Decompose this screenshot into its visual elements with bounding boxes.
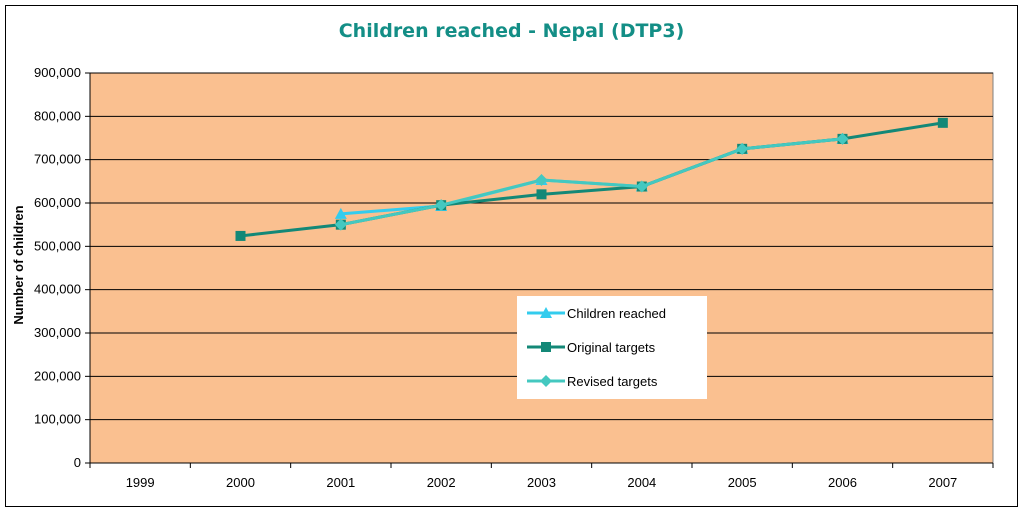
y-tick-label: 200,000 (34, 368, 81, 383)
y-axis-label: Number of children (11, 205, 26, 324)
x-tick-label: 2004 (627, 475, 656, 490)
series-revised-targets (334, 132, 849, 231)
axes (89, 73, 993, 464)
y-tick-label: 100,000 (34, 412, 81, 427)
legend: Children reached Original targets Revised … (517, 296, 707, 399)
series-line (340, 137, 843, 227)
y-tick-label: 400,000 (34, 282, 81, 297)
legend-label: Children reached (567, 306, 666, 321)
data-point (334, 207, 347, 219)
data-point (435, 199, 448, 212)
data-point (536, 189, 547, 200)
x-tick-label: 2003 (527, 475, 556, 490)
data-point (836, 132, 849, 145)
data-point (736, 142, 749, 155)
plot-area (89, 72, 994, 464)
x-tick-label: 2002 (427, 475, 456, 490)
y-axis-ticks: 0 100,000 200,000 300,000 400,000 500,000 600,… (34, 65, 90, 470)
data-point (334, 218, 347, 231)
legend-swatch-marker (541, 342, 551, 352)
data-point (535, 174, 548, 187)
y-tick-label: 800,000 (34, 108, 81, 123)
y-tick-label: 500,000 (34, 238, 81, 253)
data-point (635, 180, 648, 193)
y-tick-label: 700,000 (34, 152, 81, 167)
x-tick-label: 2005 (728, 475, 757, 490)
y-tick-label: 0 (74, 455, 81, 470)
x-tick-label: 2000 (226, 475, 255, 490)
x-tick-label: 1999 (126, 475, 155, 490)
chart-title: Children reached - Nepal (DTP3) (338, 20, 685, 42)
data-point (937, 117, 948, 128)
y-tick-label: 600,000 (34, 195, 81, 210)
legend-label: Original targets (567, 340, 656, 355)
legend-label: Revised targets (567, 374, 658, 389)
x-axis-ticks: 1999 2000 2001 2002 2003 2004 2005 2006 2007 (89, 463, 994, 490)
data-point (235, 230, 246, 241)
y-tick-label: 300,000 (34, 325, 81, 340)
x-tick-label: 2006 (828, 475, 857, 490)
x-tick-label: 2001 (326, 475, 355, 490)
legend-swatch-marker (540, 307, 552, 318)
series-layer (235, 117, 948, 241)
x-tick-label: 2007 (928, 475, 957, 490)
y-tick-label: 900,000 (34, 65, 81, 80)
legend-swatch-marker (540, 375, 552, 387)
